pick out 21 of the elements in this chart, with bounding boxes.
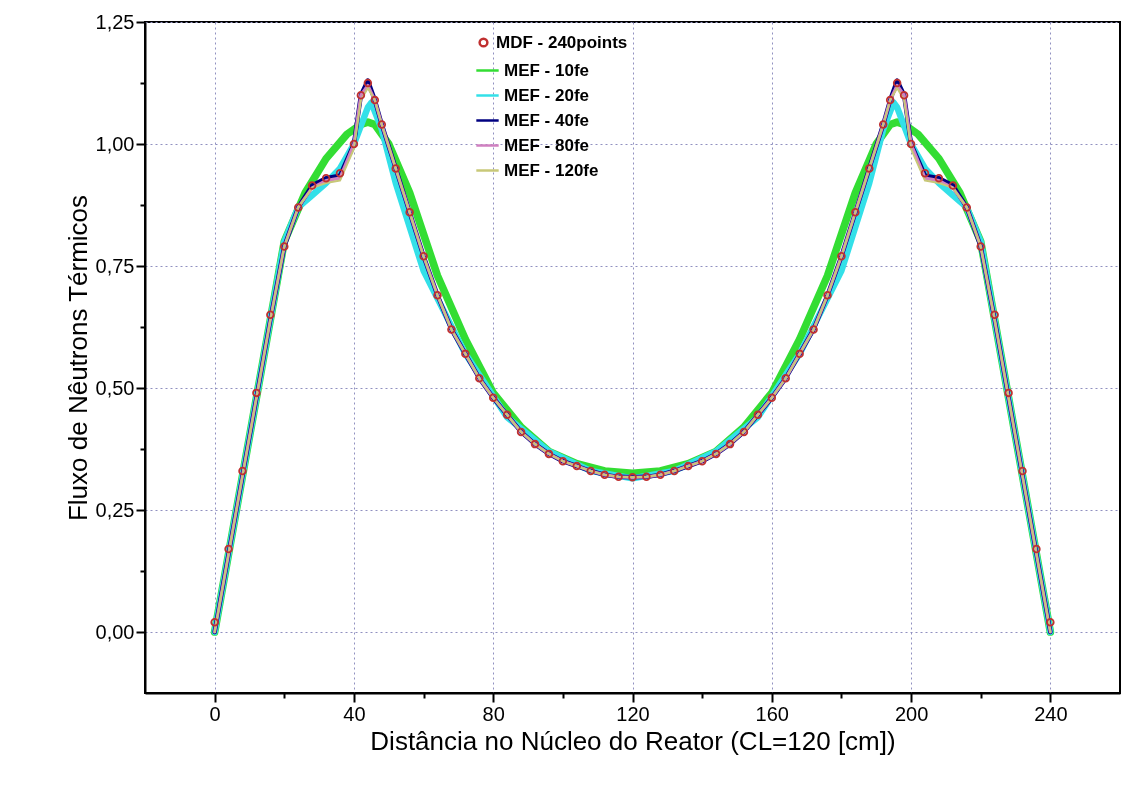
y-tick-label: 0,25 bbox=[95, 498, 135, 521]
x-tick-label: 0 bbox=[209, 702, 221, 725]
y-tick-label: 0,75 bbox=[95, 254, 135, 277]
y-tick-label: 1,00 bbox=[95, 132, 135, 155]
legend-label: MEF - 20fe bbox=[504, 85, 590, 105]
x-tick-label: 40 bbox=[343, 702, 366, 725]
legend-label: MDF - 240points bbox=[496, 32, 628, 52]
legend-label: MEF - 80fe bbox=[504, 135, 590, 155]
x-tick-label: 240 bbox=[1034, 702, 1068, 725]
y-axis-title: Fluxo de Nêutrons Térmicos bbox=[62, 194, 93, 522]
x-tick-label: 200 bbox=[894, 702, 929, 725]
x-tick-label: 160 bbox=[755, 702, 789, 725]
y-tick-label: 0,00 bbox=[95, 620, 135, 643]
x-axis-title: Distância no Núcleo do Reator (CL=120 [cm]) bbox=[370, 725, 896, 756]
legend-label: MEF - 40fe bbox=[504, 110, 590, 130]
legend-label: MEF - 120fe bbox=[504, 160, 599, 180]
y-tick-label: 1,25 bbox=[95, 10, 135, 33]
x-tick-label: 120 bbox=[616, 702, 650, 725]
y-tick-label: 0,50 bbox=[95, 376, 135, 399]
x-tick-label: 80 bbox=[482, 702, 505, 725]
legend-label: MEF - 10fe bbox=[504, 60, 590, 80]
